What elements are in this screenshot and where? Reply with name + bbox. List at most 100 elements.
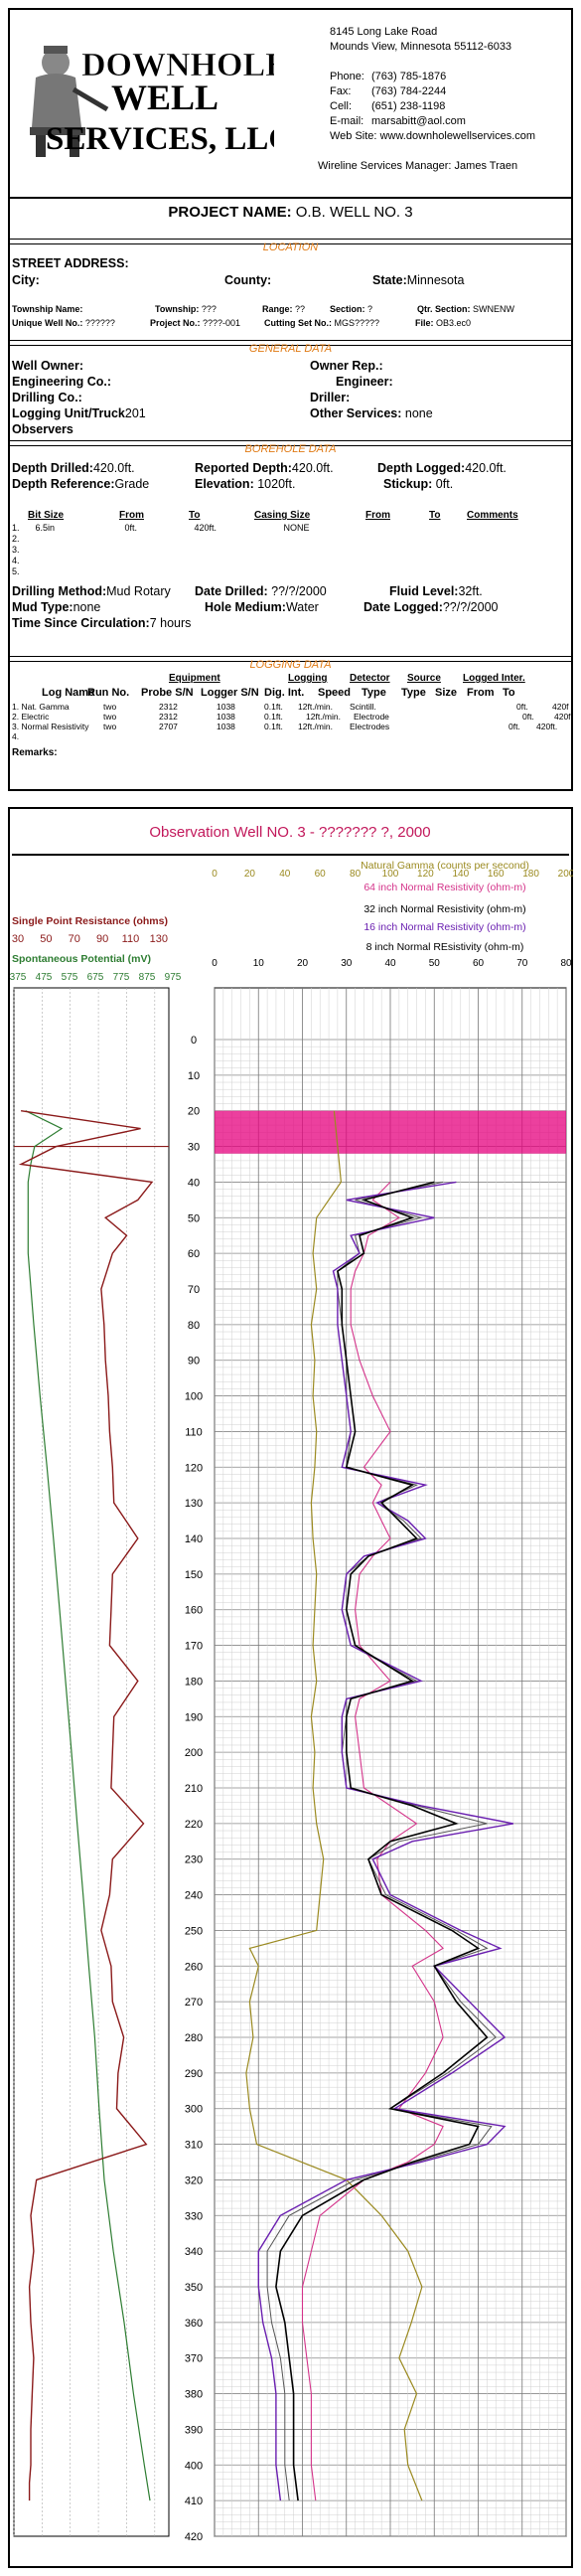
depth-tick-label: 400 — [185, 2460, 203, 2472]
sp-tick-label: 475 — [36, 972, 53, 983]
detector-header: Detector — [350, 673, 390, 684]
date-logged-value: ??/?/2000 — [442, 600, 499, 614]
legend-label: 64 inch Normal Resistivity (ohm-m) — [363, 882, 525, 893]
col-src-type: Type — [401, 687, 426, 699]
depth-tick-label: 410 — [185, 2496, 203, 2507]
project-no-label: Project No.: — [150, 318, 201, 328]
company-logo: DOWNHOLE WELL SERVICES, LLC. — [16, 18, 301, 167]
depth-logged-value: 420.0ft. — [465, 461, 507, 475]
depth-tick-label: 170 — [185, 1641, 203, 1653]
legend-label: 32 inch Normal Resistivity (ohm-m) — [363, 903, 525, 915]
depth-drilled-field: Depth Drilled:420.0ft. — [12, 461, 135, 475]
resistivity-tick-label: 0 — [212, 958, 218, 969]
resistivity-tick-label: 50 — [429, 958, 441, 969]
project-name-row: PROJECT NAME: O.B. WELL NO. 3 — [10, 204, 571, 221]
unique-well-field: Unique Well No.: ?????? — [12, 318, 115, 328]
hole-medium-field: Hole Medium:Water — [205, 600, 319, 614]
engineering-co-label: Engineering Co.: — [12, 375, 111, 389]
gamma-tick-label: 0 — [212, 869, 218, 880]
bit-to-header: To — [189, 510, 201, 521]
logged-interval-header: Logged Inter. — [463, 673, 525, 684]
hole-medium-label: Hole Medium: — [205, 600, 286, 614]
legend-label: Natural Gamma (counts per second) — [361, 860, 529, 872]
gamma-tick-label: 60 — [315, 869, 327, 880]
hole-medium-value: Water — [285, 600, 319, 614]
depth-tick-label: 40 — [188, 1177, 200, 1189]
engineer-label: Engineer: — [336, 375, 393, 389]
owner-rep-label: Owner Rep.: — [310, 359, 383, 373]
table-row: 2. Electric two 2312 1038 0.1ft. 12ft./m… — [12, 712, 571, 722]
gamma-tick-label: 120 — [417, 869, 434, 880]
fluid-level-label: Fluid Level: — [389, 584, 459, 598]
table-row: 3. Normal Resistivity two 2707 1038 0.1f… — [12, 722, 558, 731]
col-from: From — [467, 687, 495, 699]
driller-label: Driller: — [310, 391, 351, 404]
township-label: Township: — [155, 304, 200, 314]
unique-well-value: ?????? — [84, 318, 115, 328]
gamma-tick-label: 200 — [558, 869, 573, 880]
spr-tick-label: 130 — [150, 933, 168, 945]
col-probe-sn: Probe S/N — [141, 687, 194, 699]
gamma-tick-label: 80 — [350, 869, 362, 880]
borehole-data-title: BOREHOLE DATA — [244, 443, 337, 455]
state-label: State: — [372, 273, 407, 287]
project-no-field: Project No.: ????-001 — [150, 318, 240, 328]
logging-header: Logging — [288, 673, 328, 684]
email-label: E-mail: — [330, 115, 364, 127]
depth-tick-label: 70 — [188, 1284, 200, 1296]
equipment-header: Equipment — [169, 673, 220, 684]
bit-table: 1. 6.5in 0ft. 420ft. NONE 2. 3. 4. 5. — [12, 523, 310, 577]
unique-well-label: Unique Well No.: — [12, 318, 83, 328]
stickup-value: 0ft. — [435, 477, 454, 491]
depth-tick-label: 420 — [185, 2531, 203, 2543]
phone-value: (763) 785-1876 — [371, 71, 447, 82]
gamma-tick-label: 40 — [279, 869, 291, 880]
depth-tick-label: 380 — [185, 2389, 203, 2401]
resistivity-tick-label: 20 — [297, 958, 309, 969]
comments-header: Comments — [467, 510, 518, 521]
other-services-label: Other Services: — [310, 406, 402, 420]
casing-cell: NONE — [283, 523, 310, 533]
resistivity-tick-label: 10 — [253, 958, 265, 969]
city-label: City: — [12, 273, 40, 287]
spr-label: Single Point Resistance (ohms) — [12, 915, 168, 927]
resistivity-tick-label: 60 — [473, 958, 485, 969]
sp-tick-label: 775 — [113, 972, 130, 983]
file-field: File: OB3.ec0 — [415, 318, 471, 328]
col-det-type: Type — [362, 687, 386, 699]
depth-tick-label: 330 — [185, 2210, 203, 2222]
depth-tick-label: 260 — [185, 1961, 203, 1973]
depth-tick-label: 240 — [185, 1890, 203, 1902]
resistivity-tick-label: 30 — [341, 958, 353, 969]
col-logger-sn: Logger S/N — [201, 687, 259, 699]
drilling-co-label: Drilling Co.: — [12, 391, 82, 404]
file-label: File: — [415, 318, 434, 328]
left-track-frame — [13, 987, 170, 2537]
fax-value: (763) 784-2244 — [371, 85, 447, 97]
gamma-tick-label: 160 — [488, 869, 505, 880]
reported-depth-field: Reported Depth:420.0ft. — [195, 461, 334, 475]
cutting-set-value: MGS????? — [334, 318, 380, 328]
depth-tick-label: 0 — [191, 1035, 197, 1046]
depth-tick-label: 140 — [185, 1533, 203, 1545]
time-circ-value: 7 hours — [149, 616, 192, 630]
general-data-title: GENERAL DATA — [248, 343, 333, 355]
depth-logged-label: Depth Logged: — [377, 461, 466, 475]
company-contact: Phone: (763) 785-1876 Fax: (763) 784-2244 … — [330, 70, 568, 144]
resistivity-tick-label: 70 — [516, 958, 528, 969]
casing-size-header: Casing Size — [254, 510, 311, 521]
depth-logged-field: Depth Logged:420.0ft. — [377, 461, 507, 475]
street-address-label: STREET ADDRESS: — [12, 256, 129, 270]
depth-tick-label: 280 — [185, 2032, 203, 2044]
bit-from-header: From — [119, 510, 144, 521]
sp-tick-label: 675 — [87, 972, 104, 983]
depth-tick-label: 150 — [185, 1569, 203, 1581]
depth-tick-label: 350 — [185, 2282, 203, 2294]
spr-tick-label: 90 — [96, 933, 108, 945]
fluid-level-value: 32ft. — [458, 584, 483, 598]
company-address: 8145 Long Lake Road Mounds View, Minneso… — [330, 25, 511, 55]
table-row: 4. — [12, 731, 20, 741]
observers-label: Observers — [12, 422, 73, 436]
depth-tick-label: 10 — [188, 1070, 200, 1082]
depth-tick-label: 270 — [185, 1997, 203, 2009]
